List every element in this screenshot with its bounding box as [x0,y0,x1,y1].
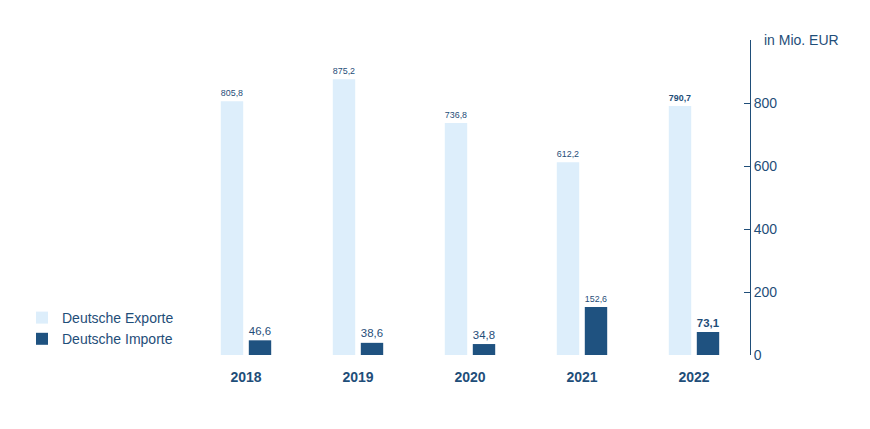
svg-text:790,7: 790,7 [669,93,691,103]
svg-text:805,8: 805,8 [221,88,243,98]
svg-text:34,8: 34,8 [473,329,495,341]
svg-text:736,8: 736,8 [445,110,467,120]
svg-text:800: 800 [754,95,778,111]
svg-text:2022: 2022 [678,369,709,385]
svg-text:38,6: 38,6 [361,327,383,339]
svg-text:612,2: 612,2 [557,149,579,159]
svg-text:2018: 2018 [230,369,261,385]
svg-text:0: 0 [754,347,762,363]
svg-text:2019: 2019 [342,369,373,385]
svg-text:875,2: 875,2 [333,66,355,76]
svg-text:2020: 2020 [454,369,485,385]
svg-text:46,6: 46,6 [249,325,271,337]
svg-text:Deutsche Exporte: Deutsche Exporte [62,310,173,326]
svg-text:400: 400 [754,221,778,237]
svg-text:200: 200 [754,284,778,300]
svg-text:600: 600 [754,158,778,174]
svg-text:in Mio. EUR: in Mio. EUR [764,32,839,48]
svg-text:Deutsche Importe: Deutsche Importe [62,331,173,347]
svg-text:152,6: 152,6 [585,294,607,304]
svg-text:73,1: 73,1 [697,317,720,329]
svg-text:2021: 2021 [566,369,597,385]
